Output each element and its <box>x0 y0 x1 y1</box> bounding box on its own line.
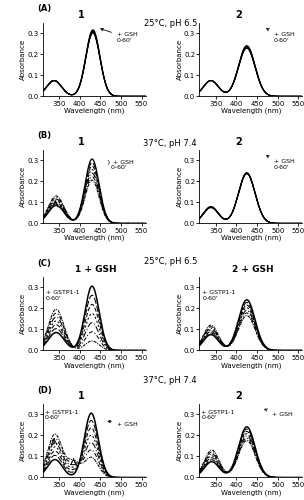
Text: 2 + GSH: 2 + GSH <box>232 265 274 274</box>
Y-axis label: Absorbance: Absorbance <box>177 166 182 207</box>
Text: + GSH
0-60': + GSH 0-60' <box>101 28 138 43</box>
X-axis label: Wavelength (nm): Wavelength (nm) <box>64 108 124 114</box>
Text: + GSH: + GSH <box>265 409 292 418</box>
Text: 37°C, pH 7.4: 37°C, pH 7.4 <box>143 376 197 385</box>
Text: 25°C, pH 6.5: 25°C, pH 6.5 <box>143 19 197 28</box>
Text: (C): (C) <box>37 258 51 268</box>
Y-axis label: Absorbance: Absorbance <box>20 166 26 207</box>
Text: (A): (A) <box>37 4 52 14</box>
Text: + GSTP1-1
0-60': + GSTP1-1 0-60' <box>45 410 78 420</box>
X-axis label: Wavelength (nm): Wavelength (nm) <box>221 235 281 242</box>
Y-axis label: Absorbance: Absorbance <box>177 293 182 334</box>
X-axis label: Wavelength (nm): Wavelength (nm) <box>64 235 124 242</box>
Text: (B): (B) <box>37 132 51 140</box>
Text: 2: 2 <box>235 137 242 147</box>
Text: + GSTP1-1
0-60': + GSTP1-1 0-60' <box>202 410 235 420</box>
Text: 25°C, pH 6.5: 25°C, pH 6.5 <box>143 258 197 266</box>
Text: 1: 1 <box>78 391 85 401</box>
Text: + GSH
0-60': + GSH 0-60' <box>267 156 294 170</box>
X-axis label: Wavelength (nm): Wavelength (nm) <box>64 489 124 496</box>
X-axis label: Wavelength (nm): Wavelength (nm) <box>221 108 281 114</box>
Text: } + GSH
  0-60': } + GSH 0-60' <box>106 159 133 170</box>
Text: + GSH: + GSH <box>108 420 138 427</box>
Y-axis label: Absorbance: Absorbance <box>20 420 26 461</box>
Y-axis label: Absorbance: Absorbance <box>177 420 182 461</box>
Text: + GSH
0-60': + GSH 0-60' <box>267 28 294 43</box>
Y-axis label: Absorbance: Absorbance <box>20 39 26 80</box>
Text: 1 + GSH: 1 + GSH <box>75 265 117 274</box>
Text: 1: 1 <box>78 10 85 20</box>
Text: (D): (D) <box>37 386 52 394</box>
Text: + GSTP1-1
0-60': + GSTP1-1 0-60' <box>202 290 236 300</box>
Text: + GSTP1-1
0-60': + GSTP1-1 0-60' <box>46 290 79 300</box>
Y-axis label: Absorbance: Absorbance <box>20 293 26 334</box>
Text: 1: 1 <box>78 137 85 147</box>
Text: 37°C, pH 7.4: 37°C, pH 7.4 <box>143 139 197 148</box>
X-axis label: Wavelength (nm): Wavelength (nm) <box>221 489 281 496</box>
X-axis label: Wavelength (nm): Wavelength (nm) <box>64 362 124 368</box>
X-axis label: Wavelength (nm): Wavelength (nm) <box>221 362 281 368</box>
Text: 2: 2 <box>235 391 242 401</box>
Text: 2: 2 <box>235 10 242 20</box>
Y-axis label: Absorbance: Absorbance <box>177 39 182 80</box>
